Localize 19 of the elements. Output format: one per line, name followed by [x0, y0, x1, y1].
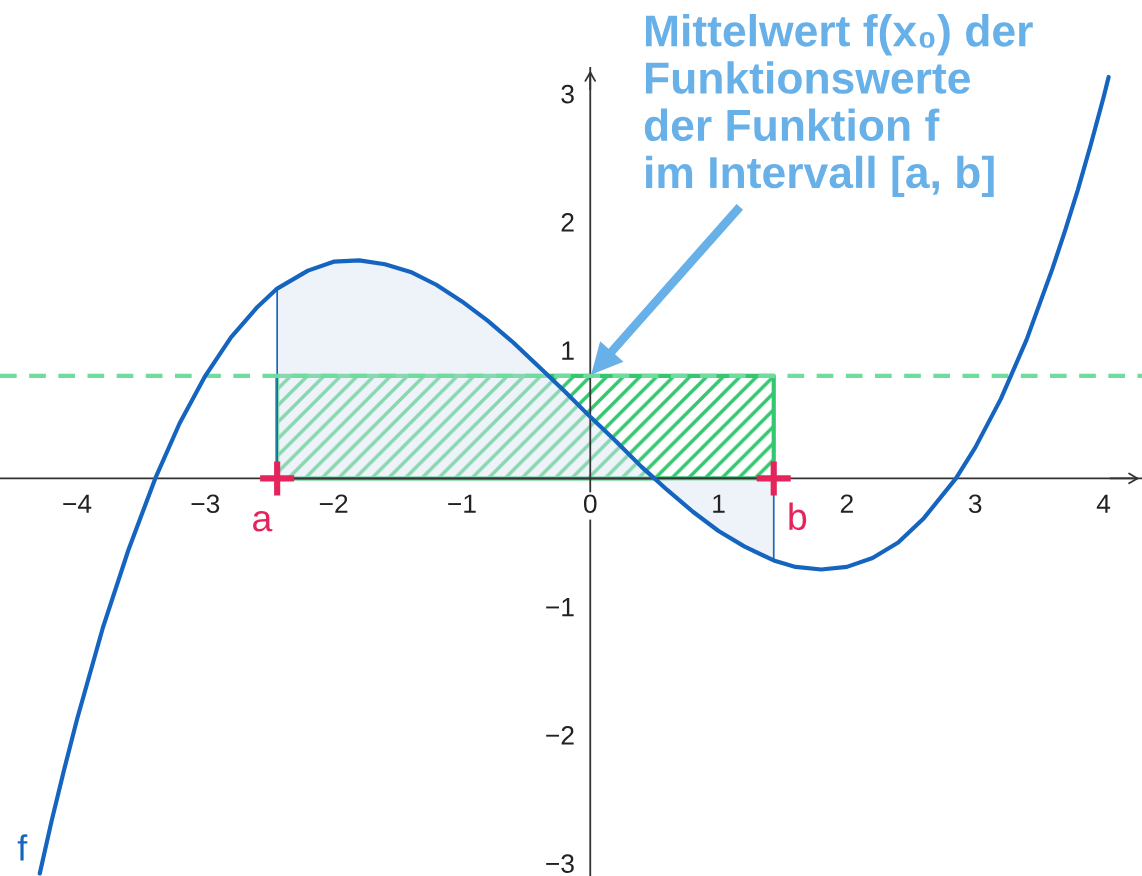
y-tick-label: −3	[546, 854, 574, 873]
y-tick-label: −1	[546, 598, 574, 617]
x-tick-label: −4	[63, 494, 92, 513]
y-tick-label: 2	[561, 213, 574, 232]
x-tick-label: −3	[191, 494, 220, 514]
annotation: a	[253, 510, 273, 532]
series-label: f	[17, 834, 28, 861]
x-tick-label: 4	[1096, 494, 1111, 513]
x-tick-label: 3	[968, 494, 982, 514]
x-tick-label: 1	[713, 494, 725, 513]
x-tick-label: 0	[583, 494, 597, 514]
x-tick-label: −1	[448, 494, 476, 513]
annotation: b	[789, 502, 807, 531]
y-tick-label: −2	[546, 726, 574, 745]
x-tick-label: −2	[319, 494, 348, 513]
y-tick-label: 1	[562, 341, 574, 360]
y-tick-label: 3	[561, 84, 574, 104]
annotation: Mittelwert f(x₀) der Funktionswerte der Funktion f im Intervall [a, b]	[644, 14, 1033, 198]
x-tick-label: 2	[840, 494, 853, 513]
